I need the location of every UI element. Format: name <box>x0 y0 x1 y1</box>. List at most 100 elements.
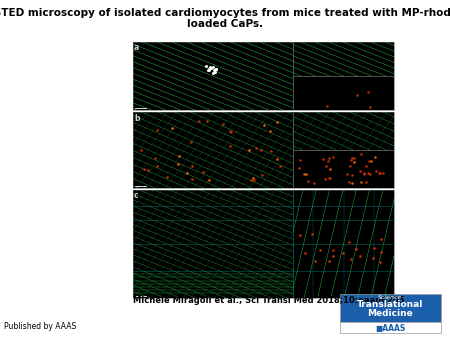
Point <box>330 253 337 258</box>
Bar <box>293 42 394 76</box>
Point <box>320 156 327 162</box>
Point <box>189 164 196 169</box>
Point <box>326 176 333 181</box>
Point <box>376 171 383 176</box>
Point <box>377 171 384 176</box>
Text: Translational
Medicine: Translational Medicine <box>357 299 423 318</box>
Point <box>363 179 370 185</box>
Bar <box>293 113 394 150</box>
Point <box>164 174 171 179</box>
Point <box>226 128 234 134</box>
Point <box>369 255 376 261</box>
Point <box>206 177 213 183</box>
Point <box>367 172 374 177</box>
Point <box>362 163 369 169</box>
Point <box>250 176 257 181</box>
Point <box>326 167 333 172</box>
Point <box>203 118 211 124</box>
Point <box>348 256 355 262</box>
Point <box>266 128 273 134</box>
Point <box>322 163 329 169</box>
Point <box>206 67 213 72</box>
Point <box>348 158 355 163</box>
Point <box>248 177 255 183</box>
Point <box>378 236 385 241</box>
Point <box>357 152 364 157</box>
Point <box>329 154 336 160</box>
Point <box>366 158 373 163</box>
Point <box>344 171 351 176</box>
Bar <box>133 190 394 298</box>
Point <box>301 171 308 176</box>
Point <box>297 157 304 163</box>
Bar <box>293 76 394 110</box>
Point <box>309 231 316 237</box>
Point <box>302 172 310 177</box>
Point <box>252 145 259 151</box>
Point <box>379 170 386 176</box>
Point <box>356 253 364 259</box>
Bar <box>340 294 441 322</box>
Point <box>276 163 284 168</box>
Bar <box>133 113 293 188</box>
Point <box>212 69 219 75</box>
Bar <box>293 76 394 110</box>
Point <box>245 147 252 152</box>
Bar <box>293 113 394 150</box>
Text: Published by AAAS: Published by AAAS <box>4 322 77 331</box>
Point <box>316 247 323 252</box>
Point <box>267 149 274 154</box>
Point <box>259 172 266 177</box>
Point <box>250 177 257 183</box>
Text: Fig. 2 STED microscopy of isolated cardiomyocytes from mice treated with MP-rhod: Fig. 2 STED microscopy of isolated cardi… <box>0 8 450 19</box>
Point <box>351 155 358 161</box>
Point <box>212 67 220 72</box>
Point <box>273 120 280 125</box>
Bar <box>133 113 293 188</box>
Point <box>302 250 309 256</box>
Point <box>346 164 353 169</box>
Point <box>370 246 377 251</box>
Point <box>354 92 361 97</box>
Point <box>273 156 280 161</box>
Bar <box>133 42 293 110</box>
Bar <box>133 42 293 110</box>
Point <box>348 155 356 161</box>
Point <box>325 155 333 161</box>
Point <box>325 176 333 181</box>
Point <box>304 178 311 184</box>
Text: a: a <box>134 43 140 52</box>
Point <box>296 166 303 171</box>
Point <box>373 168 380 173</box>
Point <box>310 180 317 186</box>
Point <box>210 68 217 73</box>
Text: loaded CaPs.: loaded CaPs. <box>187 19 263 29</box>
Point <box>324 159 331 164</box>
Point <box>140 166 148 172</box>
Point <box>360 171 368 176</box>
Point <box>184 170 191 175</box>
Point <box>350 159 357 165</box>
Point <box>137 147 144 152</box>
Text: c: c <box>134 191 139 200</box>
Text: ■AAAS: ■AAAS <box>375 323 405 333</box>
Point <box>195 118 203 124</box>
Point <box>220 121 227 126</box>
Point <box>187 140 194 145</box>
Bar <box>293 150 394 188</box>
Point <box>260 122 267 127</box>
Point <box>376 259 383 264</box>
Text: b: b <box>134 114 140 122</box>
Point <box>371 154 378 160</box>
Point <box>346 179 353 185</box>
Point <box>153 127 160 132</box>
Point <box>357 179 364 185</box>
Point <box>356 168 364 173</box>
Point <box>175 161 182 167</box>
Bar <box>340 322 441 333</box>
Point <box>360 172 368 177</box>
Bar <box>293 150 394 188</box>
Bar <box>293 42 394 76</box>
Point <box>349 180 356 186</box>
Point <box>297 232 304 237</box>
